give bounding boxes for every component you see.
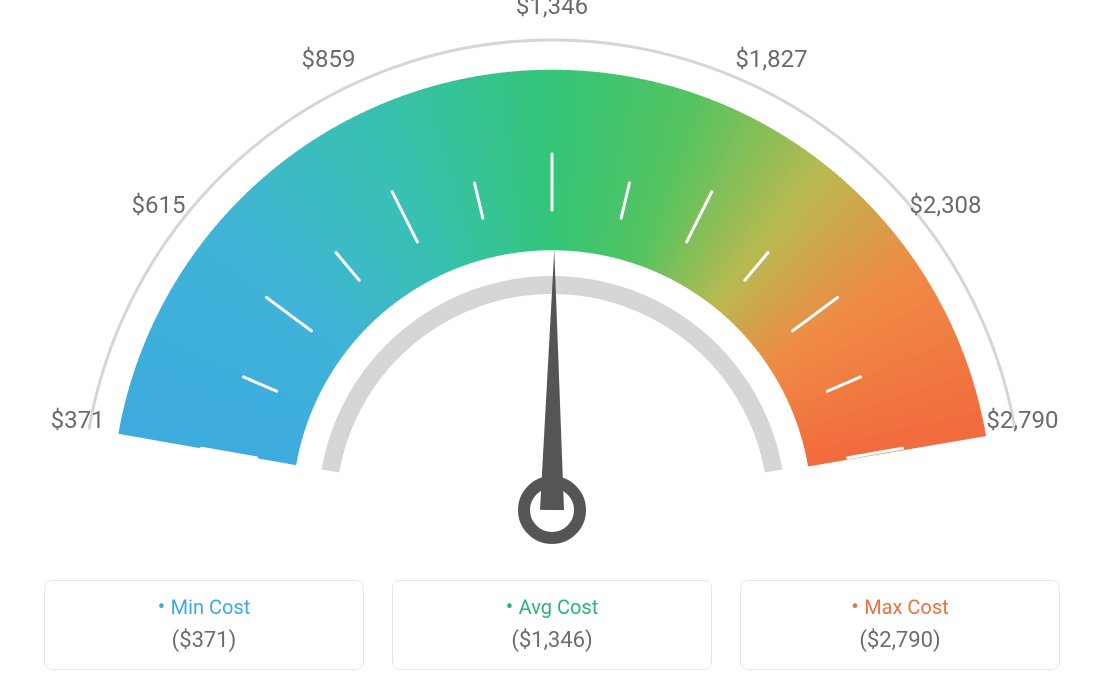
legend-card-min: Min Cost ($371) xyxy=(44,580,364,670)
legend-min-value: ($371) xyxy=(55,628,353,653)
gauge-tick-label: $371 xyxy=(51,406,105,434)
legend-avg-value: ($1,346) xyxy=(403,628,701,653)
legend-max-label: Max Cost xyxy=(751,595,1049,620)
gauge-tick-label: $2,790 xyxy=(986,406,1058,434)
legend-card-avg: Avg Cost ($1,346) xyxy=(392,580,712,670)
legend-row: Min Cost ($371) Avg Cost ($1,346) Max Co… xyxy=(0,580,1104,670)
gauge-tick-label: $2,308 xyxy=(909,191,981,219)
legend-card-max: Max Cost ($2,790) xyxy=(740,580,1060,670)
gauge-tick-label: $615 xyxy=(132,191,186,219)
gauge-tick-label: $1,827 xyxy=(735,45,807,73)
gauge-tick-label: $1,346 xyxy=(516,0,588,20)
legend-max-value: ($2,790) xyxy=(751,628,1049,653)
gauge-svg xyxy=(0,0,1104,560)
legend-avg-label: Avg Cost xyxy=(403,595,701,620)
legend-min-label: Min Cost xyxy=(55,595,353,620)
gauge-tick-label: $859 xyxy=(302,45,356,73)
gauge-chart: $371 $615 $859 $1,346 $1,827 $2,308 $2,790 xyxy=(0,0,1104,560)
